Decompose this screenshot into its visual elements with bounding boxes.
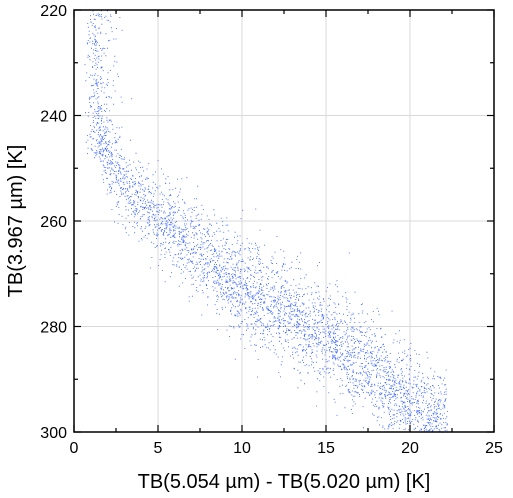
y-tick-label: 280 [40, 320, 67, 337]
x-tick-label: 25 [485, 440, 503, 457]
x-tick-label: 5 [154, 440, 163, 457]
y-axis-title: TB(3.967 µm) [K] [5, 145, 27, 298]
y-tick-label: 220 [40, 3, 67, 20]
grid-lines [74, 10, 494, 432]
scatter-point-cloud [84, 10, 448, 433]
x-tick-label: 10 [233, 440, 251, 457]
x-tick-label: 20 [401, 440, 419, 457]
y-tick-labels: 220 240 260 280 300 [40, 3, 67, 442]
x-axis-title: TB(5.054 µm) - TB(5.020 µm) [K] [138, 471, 431, 493]
x-tick-label: 0 [70, 440, 79, 457]
axis-ticks [73, 9, 495, 433]
y-tick-label: 240 [40, 109, 67, 126]
y-tick-label: 300 [40, 425, 67, 442]
y-tick-label: 260 [40, 214, 67, 231]
x-tick-labels: 0 5 10 15 20 25 [70, 440, 503, 457]
x-tick-label: 15 [317, 440, 335, 457]
scatter-points [84, 10, 448, 433]
